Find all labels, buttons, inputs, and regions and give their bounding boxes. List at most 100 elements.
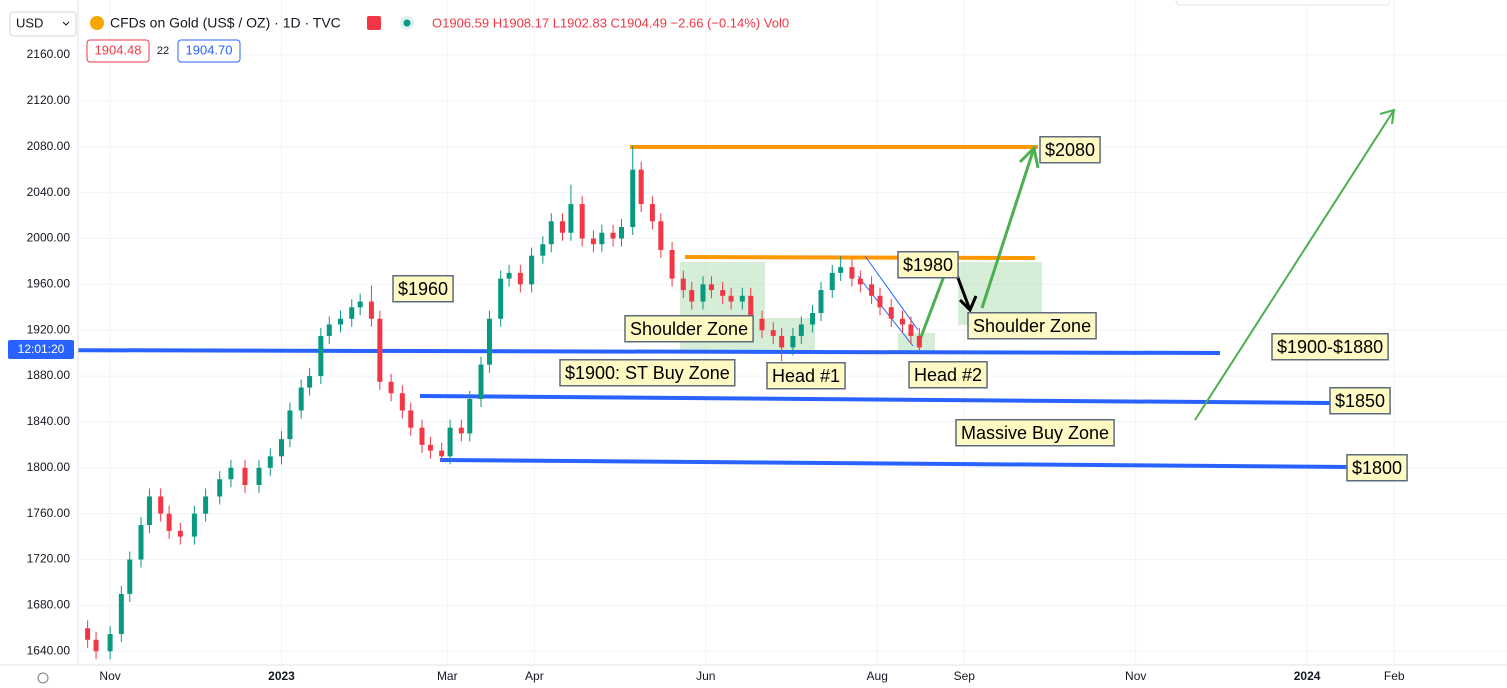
annotation: $1900-$1880 xyxy=(1277,337,1383,357)
candle-body xyxy=(720,290,726,296)
price-label xyxy=(8,340,74,359)
candle-body xyxy=(630,169,636,228)
y-axis-panel xyxy=(0,0,78,665)
candle-body xyxy=(107,634,113,652)
candle-body xyxy=(638,169,644,205)
candle-body xyxy=(242,467,248,485)
symbol-title: CFDs on Gold (US$ / OZ) · 1D · TVC xyxy=(110,15,341,31)
annotation: Shoulder Zone xyxy=(973,316,1091,336)
candle-body xyxy=(568,204,574,233)
candle-body xyxy=(388,381,394,394)
annotation: $1800 xyxy=(1352,458,1402,478)
annotation: Head #1 xyxy=(772,366,840,386)
drawings xyxy=(0,108,1396,469)
channel-line xyxy=(857,275,914,347)
spread: 22 xyxy=(157,45,169,57)
candle-body xyxy=(146,496,152,526)
annotation: Massive Buy Zone xyxy=(961,423,1109,443)
y-tick-label: 2040.00 xyxy=(27,185,71,199)
x-tick-label: Nov xyxy=(99,669,120,683)
candle-body xyxy=(298,387,304,411)
annotation-box xyxy=(897,251,959,279)
candle-body xyxy=(158,496,164,514)
candle-body xyxy=(739,295,745,302)
y-tick-label: 2160.00 xyxy=(27,47,71,61)
candle-body xyxy=(307,376,313,388)
candle-body xyxy=(857,278,863,285)
candle-body xyxy=(338,318,344,325)
candle-body xyxy=(838,267,844,273)
candle-body xyxy=(869,284,875,296)
y-tick-label: 1720.00 xyxy=(27,552,71,566)
support-line xyxy=(419,394,1331,405)
candle-body xyxy=(700,284,706,302)
flag-icon[interactable] xyxy=(367,16,381,30)
candle-body xyxy=(357,301,363,308)
annotation-box xyxy=(624,315,754,343)
candle-body xyxy=(517,272,523,285)
candle-body xyxy=(610,232,616,239)
y-tick-label: 1920.00 xyxy=(27,322,71,336)
annotation-box xyxy=(955,419,1115,447)
bid-box[interactable] xyxy=(86,39,150,63)
candle-body xyxy=(540,244,546,256)
candle-body xyxy=(467,399,473,434)
annotation: Head #2 xyxy=(914,365,982,385)
toolbar xyxy=(1175,0,1391,6)
y-tick-label: 1840.00 xyxy=(27,414,71,428)
candle-body xyxy=(680,278,686,291)
candle-body xyxy=(447,427,453,457)
annotation-box xyxy=(1346,454,1408,482)
x-tick-label: 2023 xyxy=(268,669,295,683)
chevron xyxy=(62,21,70,26)
axis-labels: 1640.00 1680.00 1720.00 1760.00 1800.00 1840.… xyxy=(27,47,1405,683)
candle-body xyxy=(93,639,99,652)
annotation-box xyxy=(1329,387,1391,415)
candle-body xyxy=(818,290,824,314)
candle-body xyxy=(810,313,816,325)
candle-body xyxy=(419,427,425,445)
candle-body xyxy=(916,335,922,348)
candle-body xyxy=(377,318,383,382)
y-tick-label: 1680.00 xyxy=(27,598,71,612)
settings-icon[interactable] xyxy=(37,672,49,684)
candle-body xyxy=(203,496,209,514)
annotation-box xyxy=(766,362,846,390)
annotation-box xyxy=(559,359,736,387)
candle-body xyxy=(138,525,144,560)
status-dot xyxy=(403,19,411,27)
candle-body xyxy=(191,513,197,537)
x-tick-label: Jun xyxy=(696,669,715,683)
candle-body xyxy=(349,307,355,319)
candle-body xyxy=(439,450,445,457)
candle-body xyxy=(689,290,695,302)
candle-body xyxy=(217,479,223,497)
x-tick-label: Mar xyxy=(437,669,458,683)
candle-body xyxy=(267,456,273,468)
candle-body xyxy=(619,227,625,239)
ask-box[interactable] xyxy=(177,39,241,63)
x-tick-label: Sep xyxy=(954,669,976,683)
candle-body xyxy=(177,530,183,537)
y-tick-label: 2000.00 xyxy=(27,231,71,245)
candle-body xyxy=(228,467,234,480)
currency-select[interactable] xyxy=(9,11,77,37)
candle-body xyxy=(318,335,324,377)
candle-body xyxy=(287,410,293,440)
annotation: Shoulder Zone xyxy=(630,319,748,339)
currency: USD xyxy=(16,15,43,30)
candle-body xyxy=(790,335,796,348)
candle-body xyxy=(256,467,262,485)
annotation: $2080 xyxy=(1045,140,1095,160)
candle-body xyxy=(759,318,765,331)
candle-body xyxy=(590,238,596,245)
y-tick-label: 1640.00 xyxy=(27,643,71,657)
ask: 1904.70 xyxy=(186,42,233,57)
candle-body xyxy=(849,267,855,279)
candle-body xyxy=(908,324,914,336)
resistance-line xyxy=(684,255,1036,260)
candle-body xyxy=(579,204,585,239)
candle-body xyxy=(427,444,433,451)
candle-body xyxy=(877,295,883,308)
channel-line xyxy=(864,255,919,331)
